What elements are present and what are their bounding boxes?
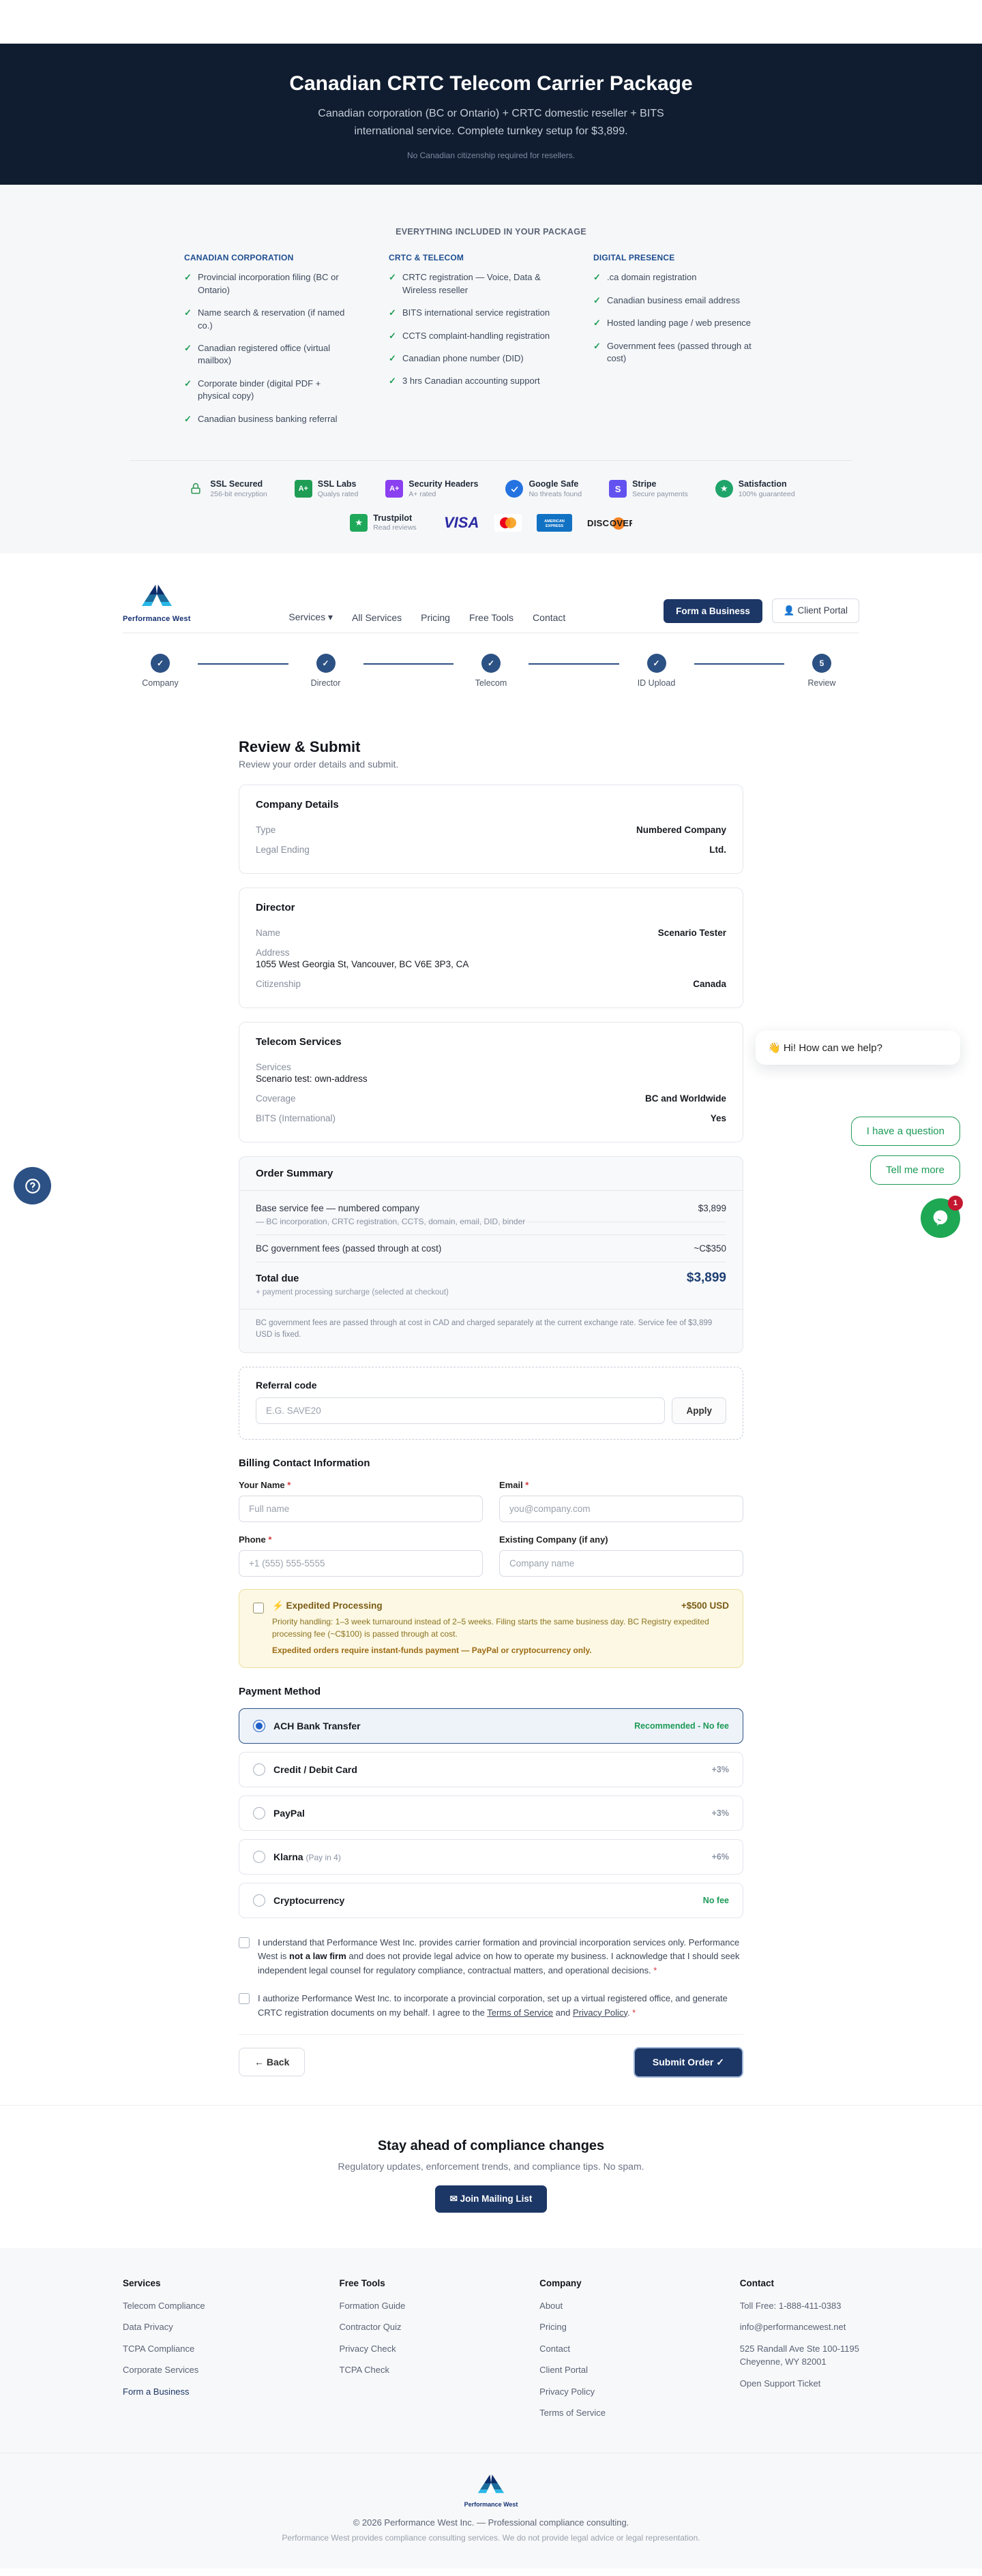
svg-text:EXPRESS: EXPRESS [546, 524, 563, 528]
svg-text:AMERICAN: AMERICAN [544, 519, 565, 524]
svg-text:DISC: DISC [587, 518, 610, 528]
svg-text:VISA: VISA [444, 515, 479, 530]
svg-text:OVER: OVER [610, 518, 632, 528]
